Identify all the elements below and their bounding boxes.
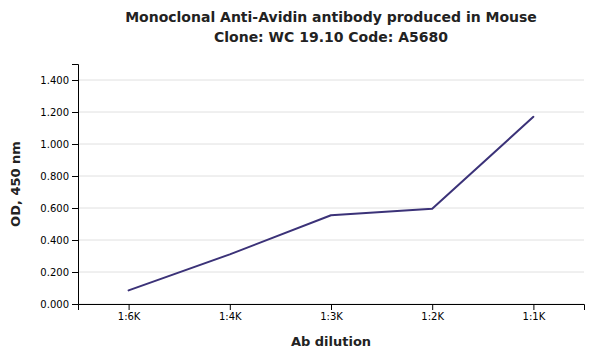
y-axis: 0.000 0.200 0.400 0.600 0.800 1.000 1.200 1.400 [40,65,78,310]
y-tick-mark [72,208,78,209]
y-tick-mark [72,144,78,145]
y-tick-mark [72,176,78,177]
y-tick-mark [72,240,78,241]
y-tick: 1.200 [40,107,78,118]
x-tick: 1:4K [219,304,242,322]
grid-line [78,272,584,273]
x-axis: 1:6K 1:4K 1:3K 1:2K 1:1K [79,304,585,322]
y-tick-mark [72,304,78,305]
x-axis-line [79,305,585,311]
x-tick-mark [230,304,231,310]
x-tick: 1:1K [523,304,546,322]
y-tick: 0.400 [40,235,78,246]
x-tick-label: 1:1K [523,311,546,322]
x-tick-label: 1:2K [421,311,444,322]
x-tick: 1:2K [421,304,444,322]
y-tick: 0.200 [40,267,78,278]
x-tick-mark [533,304,534,310]
y-tick: 1.400 [40,75,78,86]
y-tick-label: 0.000 [40,299,69,310]
x-tick-mark [129,304,130,310]
y-tick-label: 0.400 [40,235,69,246]
grid-line [78,144,584,145]
y-tick: 0.800 [40,171,78,182]
y-tick: 0.600 [40,203,78,214]
line [129,117,534,291]
grid-line [78,80,584,81]
x-tick: 1:3K [320,304,343,322]
y-tick-label: 0.600 [40,203,69,214]
x-tick-mark [331,304,332,310]
y-tick-mark [72,272,78,273]
grid-line [78,208,584,209]
x-tick-mark [432,304,433,310]
title: Monoclonal Anti-Avidin antibody produced… [125,9,537,25]
y-tick-label: 1.200 [40,107,69,118]
y-tick: 1.000 [40,139,78,150]
y-tick-label: 1.400 [40,75,69,86]
y-tick: 0.000 [40,299,78,310]
grid-line [78,112,584,113]
x-tick: 1:6K [118,304,141,322]
y-axis-title: OD, 450 nm [8,141,23,227]
chart: 0.000 0.200 0.400 0.600 0.800 1.000 1.200 1.400… [0,0,608,360]
y-axis-line [72,65,79,305]
y-tick-mark [72,112,78,113]
subtitle: Clone: WC 19.10 Code: A5680 [214,29,448,45]
x-tick-label: 1:4K [219,311,242,322]
grid-line [78,240,584,241]
x-axis-title: Ab dilution [291,334,371,349]
y-tick-label: 0.800 [40,171,69,182]
plot-area: 0.000 0.200 0.400 0.600 0.800 1.000 1.200 1.400… [40,65,584,323]
y-tick-label: 1.000 [40,139,69,150]
grid [78,80,584,304]
grid-line [78,176,584,177]
x-tick-label: 1:3K [320,311,343,322]
marks [129,117,534,291]
y-tick-label: 0.200 [40,267,69,278]
y-tick-mark [72,80,78,81]
x-tick-label: 1:6K [118,311,141,322]
